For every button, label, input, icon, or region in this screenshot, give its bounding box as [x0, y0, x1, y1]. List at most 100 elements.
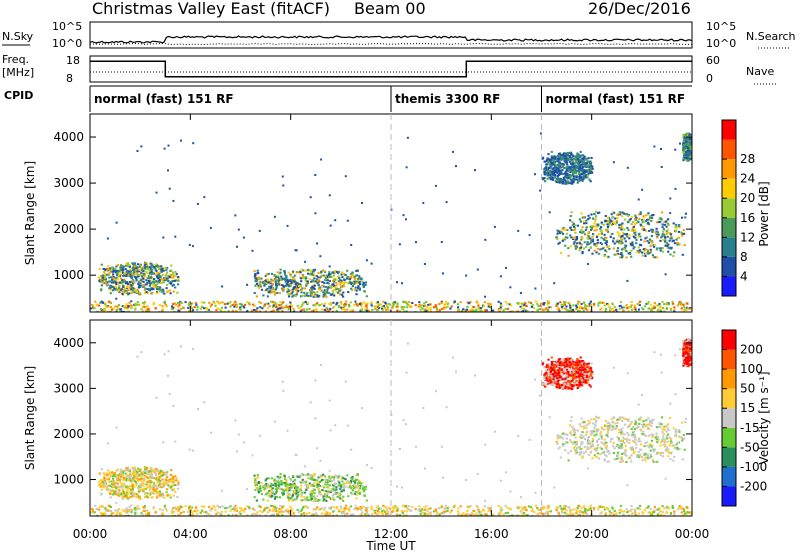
echo-cell [550, 170, 553, 173]
echo-cell [140, 272, 143, 275]
echo-cell [544, 180, 547, 183]
echo-cell [142, 485, 145, 488]
echo-cell [479, 310, 483, 312]
echo-cell [616, 231, 619, 234]
echo-cell [645, 214, 648, 217]
echo-cell [136, 269, 139, 272]
echo-cell [635, 250, 638, 253]
echo-cell [166, 277, 169, 280]
echo-cell [377, 306, 381, 309]
echo-cell [158, 475, 161, 478]
echo-cell [583, 155, 586, 158]
echo-cell [563, 176, 566, 179]
echo-cell [291, 295, 294, 298]
echo-cell [143, 292, 147, 294]
echo-cell [555, 236, 558, 239]
echo-cell [509, 304, 513, 307]
echo-cell [123, 291, 126, 294]
echo-cell [133, 480, 136, 483]
echo-cell [126, 273, 129, 276]
echo-cell [572, 242, 576, 245]
echo-cell [673, 306, 676, 309]
echo-cell [656, 231, 660, 234]
echo-cell [234, 214, 237, 217]
echo-cell [429, 303, 432, 306]
echo-cell [173, 279, 176, 282]
echo-cell [132, 289, 135, 291]
echo-cell [442, 306, 446, 309]
echo-cell [347, 495, 350, 498]
echo-cell [124, 472, 127, 475]
echo-cell [157, 288, 160, 291]
echo-cell [321, 303, 324, 306]
echo-cell [165, 483, 168, 486]
echo-cell [596, 247, 599, 250]
power-panel-bg [90, 114, 692, 312]
echo-cell [123, 272, 126, 275]
echo-cell [259, 489, 262, 492]
echo-cell [489, 306, 492, 309]
echo-cell [141, 471, 144, 474]
echo-cell [172, 271, 175, 274]
echo-cell [102, 486, 105, 488]
echo-cell [318, 276, 322, 279]
echo-cell [673, 251, 676, 254]
echo-cell [327, 486, 330, 489]
echo-cell [551, 163, 555, 166]
echo-cell [575, 155, 578, 158]
echo-cell [629, 305, 632, 308]
echo-cell [279, 307, 282, 310]
echo-cell [120, 281, 123, 284]
echo-cell [129, 281, 132, 284]
echo-cell [126, 497, 130, 500]
echo-cell [336, 301, 339, 304]
echo-cell [584, 163, 587, 166]
echo-cell [628, 237, 631, 240]
echo-cell [557, 230, 560, 233]
echo-cell [98, 280, 101, 283]
echo-cell [620, 225, 624, 228]
echo-cell [136, 477, 139, 480]
echo-cell [562, 163, 565, 166]
echo-cell [642, 221, 645, 224]
echo-cell [113, 482, 116, 485]
echo-cell [326, 495, 329, 498]
echo-cell [133, 493, 136, 495]
echo-cell [568, 160, 571, 163]
echo-cell [560, 306, 564, 308]
echo-cell [155, 484, 158, 487]
echo-cell [593, 304, 596, 307]
echo-cell [318, 286, 321, 289]
echo-cell [324, 302, 327, 305]
echo-cell [160, 482, 163, 485]
echo-cell [148, 280, 151, 283]
echo-cell [569, 169, 572, 172]
echo-cell [166, 271, 169, 274]
echo-cell [137, 495, 140, 498]
echo-cell [170, 480, 173, 483]
echo-cell [300, 305, 303, 308]
echo-cell [114, 475, 117, 478]
echo-cell [132, 491, 135, 494]
echo-cell [161, 274, 164, 277]
echo-cell [690, 151, 692, 154]
echo-cell [148, 307, 151, 310]
echo-cell [656, 256, 659, 259]
echo-cell [556, 168, 559, 171]
echo-cell [177, 482, 180, 484]
echo-cell [253, 305, 256, 307]
echo-cell [579, 177, 582, 180]
echo-cell [311, 293, 314, 296]
echo-cell [651, 214, 654, 217]
echo-cell [311, 484, 314, 487]
echo-cell [608, 247, 611, 250]
echo-cell [577, 309, 580, 312]
echo-cell [158, 271, 161, 274]
echo-cell [625, 213, 628, 216]
echo-cell [311, 273, 314, 276]
echo-cell [452, 150, 455, 153]
echo-cell [289, 278, 292, 281]
echo-cell [597, 302, 600, 305]
echo-cell [555, 164, 558, 167]
echo-cell [606, 226, 610, 228]
